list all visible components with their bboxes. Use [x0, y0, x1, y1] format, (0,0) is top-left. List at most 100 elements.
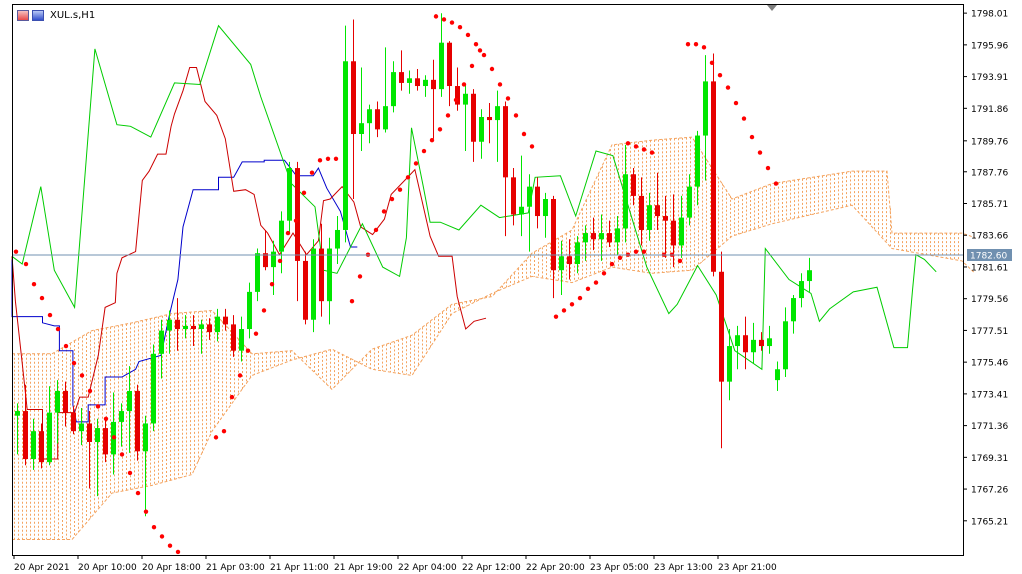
candle-body: [495, 106, 500, 121]
scroll-marker-icon[interactable]: [767, 5, 777, 11]
price-axis-label: 1775.46: [971, 359, 1008, 369]
time-axis-label: 22 Apr 04:00: [398, 563, 457, 573]
parabolic-sar: [13, 14, 779, 555]
candle-body: [191, 325, 196, 330]
candle-body: [503, 106, 508, 178]
sar-dot: [433, 14, 439, 19]
senkou-span-a: [12, 136, 976, 391]
sar-dot: [733, 100, 739, 106]
time-axis-label: 23 Apr 21:00: [718, 563, 777, 573]
candle-body: [295, 168, 300, 261]
candle-body: [463, 93, 468, 105]
sar-dot: [111, 435, 117, 440]
candle-body: [575, 242, 580, 265]
candle-body: [639, 195, 644, 230]
sar-dot: [461, 82, 467, 87]
candle-body: [711, 81, 716, 272]
sar-dot: [309, 170, 315, 175]
senkou-span-b: [12, 204, 976, 541]
sar-dot: [421, 148, 427, 154]
candle-body: [343, 61, 348, 230]
sar-dot: [397, 187, 403, 192]
time-axis-label: 21 Apr 03:00: [206, 563, 265, 573]
candle-body: [255, 253, 260, 292]
sar-dot: [413, 161, 419, 166]
candle-body: [791, 298, 796, 322]
candle-body: [311, 248, 316, 320]
sar-dot: [333, 156, 339, 161]
candle-body: [303, 260, 308, 320]
sar-dot: [609, 261, 615, 267]
candle-body: [807, 270, 812, 282]
sar-dot: [633, 249, 639, 254]
candle-body: [199, 324, 204, 330]
candle-body: [247, 291, 252, 330]
sar-dot: [725, 85, 731, 90]
sar-dot: [617, 255, 623, 261]
candle-body: [375, 109, 380, 130]
candle-body: [623, 174, 628, 229]
candle-body: [783, 321, 788, 370]
sar-dot: [373, 227, 379, 233]
sar-dot: [649, 150, 655, 155]
candle-body: [703, 81, 708, 136]
sar-dot: [389, 196, 395, 202]
sar-dot: [277, 258, 283, 264]
sar-dot: [213, 435, 219, 440]
candle-body: [471, 93, 476, 142]
chikou-span-line: [11, 24, 937, 371]
sar-dot: [293, 218, 299, 223]
sar-dot: [221, 428, 227, 434]
sar-dot: [773, 181, 779, 186]
candle-body: [31, 431, 36, 460]
sar-dot: [593, 280, 599, 285]
price-axis-label: 1798.01: [971, 10, 1008, 20]
candle-body: [367, 109, 372, 124]
candle-body: [271, 251, 276, 268]
chart-properties-icon[interactable]: [32, 9, 44, 21]
sar-dot: [127, 470, 133, 476]
candle-body: [431, 79, 436, 90]
candle-body: [207, 324, 212, 333]
candle-body: [751, 339, 756, 353]
candle-body: [695, 135, 700, 187]
sar-dot: [103, 416, 109, 421]
sar-dot: [717, 72, 723, 78]
sar-dot: [47, 312, 53, 318]
candle-body: [687, 186, 692, 218]
candle-body: [591, 233, 596, 240]
sar-dot: [357, 274, 363, 279]
chart-title-bar: XUL.s,H1: [17, 7, 95, 23]
sar-dot: [349, 298, 355, 304]
chart-menu-icon[interactable]: [17, 9, 29, 21]
price-axis-label: 1767.26: [971, 486, 1008, 496]
sar-dot: [757, 150, 763, 155]
tenkan-sen-line: [11, 67, 487, 460]
plot-frame: [12, 4, 964, 556]
time-axis-label: 23 Apr 05:00: [590, 563, 649, 573]
sar-dot: [741, 116, 747, 121]
time-axis-label: 20 Apr 18:00: [142, 563, 201, 573]
price-axis-label: 1793.91: [971, 73, 1008, 83]
sar-dot: [245, 348, 251, 353]
time-axis: 20 Apr 2021 20 Apr 10:00 20 Apr 18:00 21 Ap…: [13, 555, 777, 573]
candle-body: [415, 78, 420, 87]
candle-body: [479, 116, 484, 142]
sar-dot: [445, 113, 451, 118]
sar-dot: [23, 261, 29, 267]
sar-dot: [473, 42, 479, 47]
time-axis-label: 21 Apr 19:00: [334, 563, 393, 573]
candle-body: [399, 72, 404, 83]
sar-dot: [553, 314, 559, 319]
sar-dot: [237, 373, 243, 378]
sar-dot: [569, 302, 575, 307]
candle-body: [63, 390, 68, 413]
current-price-tag-text: 1782.60: [970, 252, 1007, 262]
sar-dot: [261, 308, 267, 313]
price-axis-label: 1779.56: [971, 295, 1008, 305]
sar-dot: [497, 82, 503, 87]
candle-body: [599, 233, 604, 240]
